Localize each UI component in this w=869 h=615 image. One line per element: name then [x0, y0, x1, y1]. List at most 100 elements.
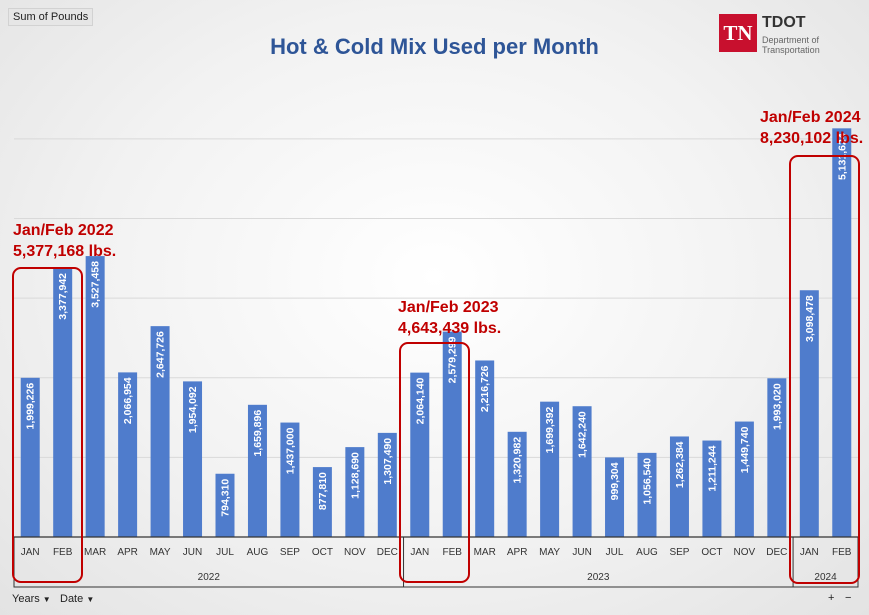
bar-value-label: 2,216,726 [479, 365, 491, 412]
bar-value-label: 3,377,942 [57, 273, 69, 320]
date-field-button[interactable]: Date ▼ [56, 591, 98, 607]
annotation-2024: Jan/Feb 2024 8,230,102 lbs. [760, 107, 863, 149]
month-tick-label: JUL [606, 547, 624, 558]
bar [118, 372, 138, 537]
month-tick-label: DEC [766, 547, 787, 558]
bar [215, 473, 235, 537]
bar [20, 377, 40, 537]
annotation-2022-period: Jan/Feb 2022 [13, 222, 114, 239]
bar-value-label: 999,304 [609, 462, 621, 500]
bar-value-label: 2,064,140 [414, 377, 426, 424]
bar-value-label: 1,954,092 [187, 386, 199, 433]
bar [799, 290, 819, 537]
bar [377, 432, 397, 537]
bar-value-label: 1,056,540 [642, 458, 654, 505]
month-tick-label: JAN [800, 547, 819, 558]
bar-value-label: 3,527,458 [90, 261, 102, 308]
bar-value-label: 1,262,384 [674, 441, 686, 488]
bar-value-label: 1,449,740 [739, 426, 751, 473]
bar-value-label: 1,211,244 [706, 445, 718, 491]
month-tick-label: APR [507, 547, 528, 558]
month-tick-label: SEP [669, 547, 689, 558]
annotation-2024-period: Jan/Feb 2024 [760, 109, 861, 126]
annotation-2022-total: 5,377,168 lbs. [13, 243, 117, 260]
year-label: 2024 [814, 572, 837, 583]
month-tick-label: JUN [183, 547, 202, 558]
bar-value-label: 794,310 [220, 479, 232, 517]
bar-value-label: 1,999,226 [25, 383, 37, 430]
annotation-2023-total: 4,643,439 lbs. [398, 320, 502, 337]
bar-value-label: 1,128,690 [349, 452, 361, 499]
years-label: Years [12, 593, 40, 605]
month-tick-label: SEP [280, 547, 300, 558]
bar-value-label: 1,699,392 [544, 407, 556, 454]
logo-dept: Department of Transportation [762, 35, 820, 55]
bar-value-label: 2,066,954 [122, 377, 134, 424]
month-tick-label: DEC [377, 547, 398, 558]
bar [53, 267, 73, 537]
month-tick-label: MAR [474, 547, 496, 558]
month-tick-label: JUN [572, 547, 591, 558]
date-dropdown-icon: ▼ [86, 595, 95, 604]
bar-value-label: 1,993,020 [771, 383, 783, 430]
bar [832, 128, 852, 537]
month-tick-label: NOV [344, 547, 366, 558]
expand-button[interactable]: + [828, 592, 835, 604]
bar-value-label: 2,579,299 [447, 336, 459, 383]
years-dropdown-icon: ▼ [42, 595, 51, 604]
bar [475, 360, 495, 537]
annotation-2023-period: Jan/Feb 2023 [398, 299, 499, 316]
bar [345, 447, 365, 537]
month-tick-label: JUL [216, 547, 234, 558]
bar [605, 457, 625, 537]
bar [247, 404, 267, 537]
annotation-2023: Jan/Feb 2023 4,643,439 lbs. [398, 297, 501, 339]
bar [442, 331, 462, 537]
logo-name: TDOT [762, 14, 806, 31]
month-tick-label: FEB [53, 547, 73, 558]
bar-value-label: 1,307,490 [382, 438, 394, 485]
bar-value-label: 877,810 [317, 472, 329, 510]
bar-value-label: 1,320,982 [512, 437, 524, 484]
bar-value-label: 3,098,478 [804, 295, 816, 342]
month-tick-label: AUG [247, 547, 269, 558]
month-tick-label: APR [117, 547, 138, 558]
sum-of-pounds-field-button[interactable]: Sum of Pounds [8, 8, 94, 26]
bar [734, 421, 754, 537]
month-tick-label: MAY [539, 547, 560, 558]
highlight-jan-feb-2024 [789, 155, 860, 584]
bar-value-label: 1,659,896 [252, 410, 264, 457]
tn-badge: TN [719, 14, 757, 52]
bar [702, 440, 722, 537]
collapse-button[interactable]: − [845, 592, 852, 604]
bar [150, 326, 170, 537]
chart-title: Hot & Cold Mix Used per Month [270, 34, 599, 59]
month-tick-label: FEB [443, 547, 463, 558]
bar-value-label: 1,642,240 [577, 411, 589, 458]
month-tick-label: JAN [21, 547, 40, 558]
bar [767, 378, 787, 537]
year-label: 2023 [587, 572, 610, 583]
month-tick-label: OCT [701, 547, 722, 558]
month-tick-label: MAY [150, 547, 171, 558]
years-field-button[interactable]: Years ▼ [8, 591, 55, 607]
month-tick-label: FEB [832, 547, 852, 558]
bar [669, 436, 689, 537]
month-tick-label: MAR [84, 547, 106, 558]
bar-value-label: 1,437,000 [284, 427, 296, 474]
year-label: 2022 [198, 572, 221, 583]
bar [85, 256, 105, 537]
bar [637, 452, 657, 537]
bar [540, 401, 560, 537]
highlight-jan-feb-2022 [12, 267, 83, 583]
month-tick-label: NOV [734, 547, 756, 558]
bar [183, 381, 203, 537]
bar [410, 372, 430, 537]
bar [507, 431, 527, 537]
month-tick-label: JAN [410, 547, 429, 558]
annotation-2024-total: 8,230,102 lbs. [760, 130, 864, 147]
month-tick-label: AUG [636, 547, 658, 558]
bar [572, 406, 592, 537]
logo-line2: Transportation [762, 45, 820, 55]
